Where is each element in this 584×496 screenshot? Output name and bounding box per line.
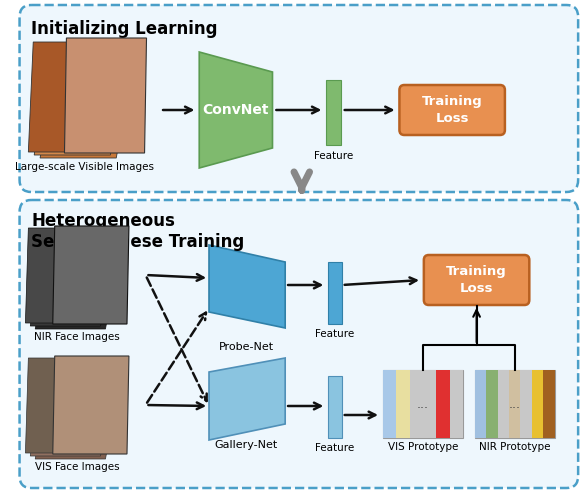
Bar bbox=[383, 370, 396, 438]
Polygon shape bbox=[53, 356, 129, 454]
Text: ...: ... bbox=[417, 397, 429, 411]
FancyBboxPatch shape bbox=[19, 5, 578, 192]
Text: NIR Prototype: NIR Prototype bbox=[479, 442, 550, 452]
Bar bbox=[328, 262, 342, 324]
Bar bbox=[486, 370, 498, 438]
Polygon shape bbox=[34, 45, 123, 155]
Bar bbox=[475, 370, 486, 438]
Bar bbox=[396, 370, 409, 438]
Bar bbox=[498, 370, 509, 438]
Polygon shape bbox=[209, 245, 285, 328]
Text: Probe-Net: Probe-Net bbox=[218, 342, 274, 352]
Polygon shape bbox=[53, 226, 129, 324]
Polygon shape bbox=[30, 231, 110, 326]
Polygon shape bbox=[40, 48, 137, 158]
Polygon shape bbox=[64, 38, 147, 153]
Polygon shape bbox=[35, 234, 122, 329]
Text: VIS Face Images: VIS Face Images bbox=[35, 462, 120, 472]
Text: Feature: Feature bbox=[314, 151, 353, 161]
Text: Training
Loss: Training Loss bbox=[422, 96, 482, 124]
FancyBboxPatch shape bbox=[424, 255, 529, 305]
Bar bbox=[423, 370, 436, 438]
Polygon shape bbox=[26, 228, 99, 323]
FancyBboxPatch shape bbox=[19, 200, 578, 488]
Polygon shape bbox=[209, 358, 285, 440]
Text: NIR Face Images: NIR Face Images bbox=[34, 332, 120, 342]
Text: Large-scale Visible Images: Large-scale Visible Images bbox=[15, 162, 154, 172]
Text: VIS Prototype: VIS Prototype bbox=[388, 442, 458, 452]
Text: Initializing Learning: Initializing Learning bbox=[32, 20, 218, 38]
Bar bbox=[475, 370, 555, 438]
Bar bbox=[520, 370, 532, 438]
Bar bbox=[328, 376, 342, 438]
Bar bbox=[326, 80, 341, 145]
Polygon shape bbox=[35, 364, 122, 459]
Bar bbox=[532, 370, 543, 438]
FancyBboxPatch shape bbox=[399, 85, 505, 135]
Polygon shape bbox=[26, 358, 99, 453]
Text: Feature: Feature bbox=[315, 443, 354, 453]
Polygon shape bbox=[199, 52, 273, 168]
Polygon shape bbox=[29, 42, 109, 152]
Bar bbox=[509, 370, 520, 438]
Bar bbox=[543, 370, 555, 438]
Bar bbox=[436, 370, 450, 438]
Bar bbox=[409, 370, 423, 438]
Text: Heterogeneous
Semi-Siamese Training: Heterogeneous Semi-Siamese Training bbox=[32, 212, 245, 251]
Polygon shape bbox=[30, 361, 110, 456]
Text: Feature: Feature bbox=[315, 329, 354, 339]
Text: ...: ... bbox=[509, 397, 521, 411]
Bar bbox=[383, 370, 463, 438]
Text: ConvNet: ConvNet bbox=[202, 103, 269, 117]
Text: Gallery-Net: Gallery-Net bbox=[214, 440, 278, 450]
Text: Training
Loss: Training Loss bbox=[446, 265, 507, 295]
Bar bbox=[450, 370, 463, 438]
